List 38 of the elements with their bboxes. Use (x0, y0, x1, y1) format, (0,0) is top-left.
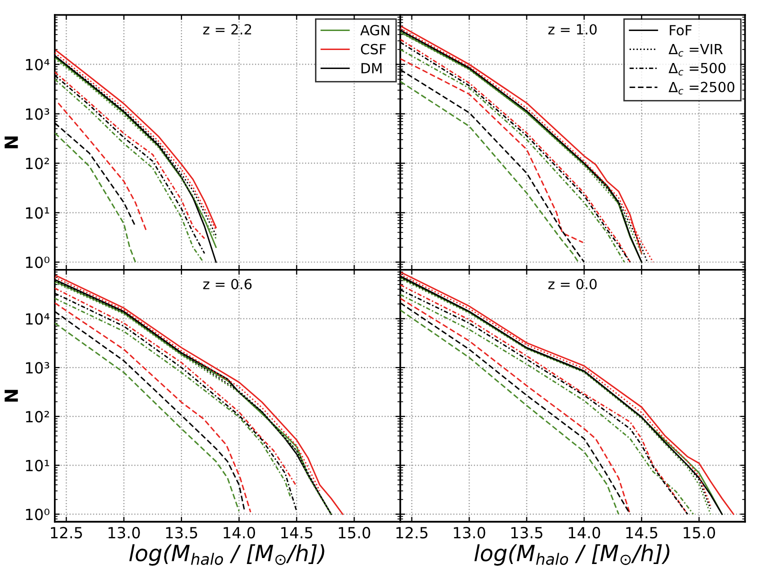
y-tick-label: 10⁰ (26, 508, 50, 520)
x-axis-title: log(M$_{halo}$ / [M$_{⊙}$/h]) (474, 544, 670, 566)
x-tick-label: 12.5 (50, 526, 82, 538)
x-tick-label: 13.0 (454, 526, 486, 538)
y-tick-label: 10¹ (26, 207, 50, 219)
legend-label: CSF (360, 44, 386, 54)
text: z = 0.6 (203, 278, 252, 290)
y-tick-label: 10³ (26, 108, 50, 120)
legend-label: DM (362, 63, 382, 74)
text: z = 1.0 (548, 24, 597, 35)
y-tick-label: 10⁰ (26, 256, 50, 268)
legend-label: Δ$_{c}$ =500 (668, 62, 726, 76)
y-tick-label: 10⁴ (26, 313, 50, 325)
text: z = 0.0 (548, 278, 597, 290)
y-tick-label: 10² (26, 158, 49, 170)
x-tick-label: 14.0 (568, 526, 600, 538)
y-tick-label: 10¹ (26, 460, 50, 472)
x-tick-label: 14.5 (626, 527, 658, 538)
x-tick-label: 13.5 (166, 526, 198, 538)
x-tick-label: 15.0 (338, 526, 370, 538)
x-tick-label: 13.0 (108, 526, 140, 538)
y-axis-title: N (4, 136, 18, 148)
legend-label: FoF (670, 25, 692, 36)
x-tick-label: 12.5 (396, 526, 428, 538)
legend-label: Δ$_{c}$ =2500 (668, 82, 734, 94)
line-series (54, 132, 136, 263)
y-tick-label: 10² (26, 410, 49, 422)
legend-label: Δ$_{c}$ =VIR (668, 44, 723, 57)
legend-label: AGN (360, 24, 390, 36)
x-tick-label: 15.0 (684, 526, 716, 538)
text: z = 2.2 (203, 24, 252, 34)
x-tick-label: 14.0 (224, 526, 256, 538)
x-tick-label: 13.5 (511, 526, 542, 538)
y-axis-title: N (4, 390, 18, 402)
x-axis-title: log(M$_{halo}$ / [M$_{⊙}$/h]) (129, 544, 324, 566)
y-tick-label: 10⁴ (26, 58, 50, 70)
x-tick-label: 14.5 (281, 527, 312, 538)
y-tick-label: 10³ (26, 362, 50, 374)
